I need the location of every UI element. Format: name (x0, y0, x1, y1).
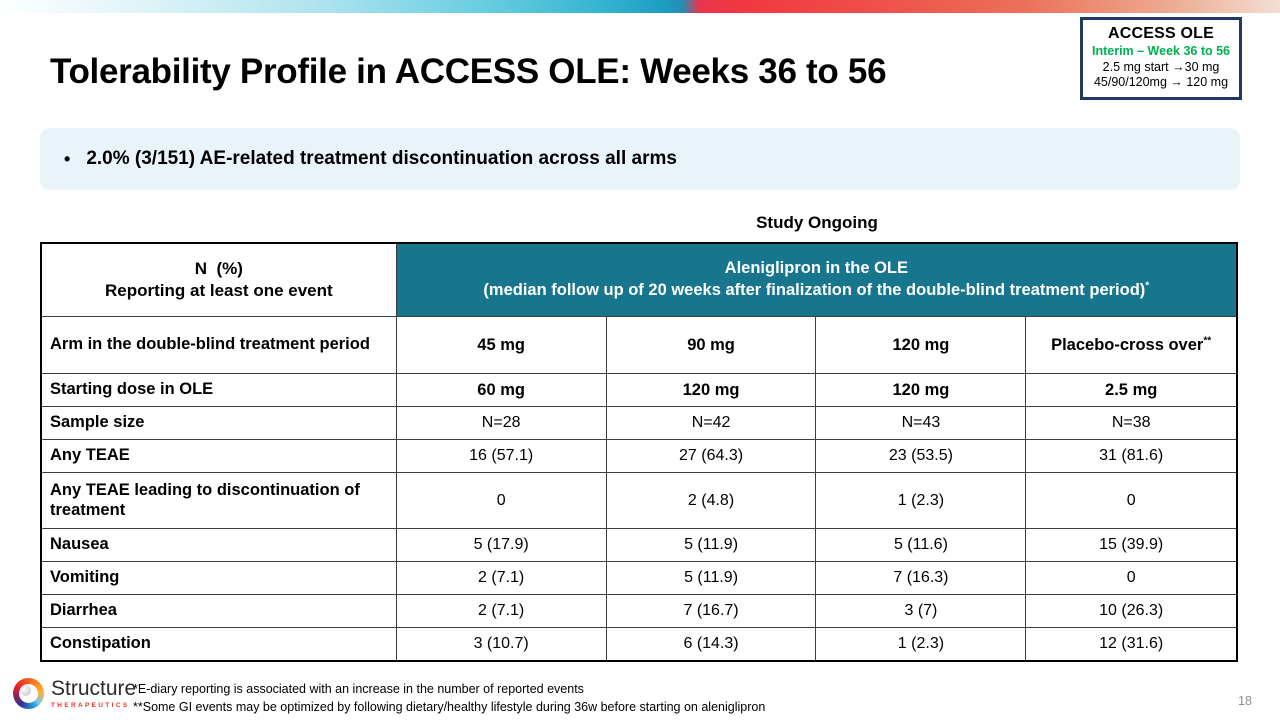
table-cell: 3 (10.7) (395, 627, 607, 661)
table-cell: 10 (26.3) (1025, 594, 1238, 628)
study-ongoing-label: Study Ongoing (756, 213, 878, 232)
table-cell: 0 (1025, 561, 1238, 595)
table-header-row: N (%) Reporting at least one event Aleni… (40, 242, 1238, 317)
badge-dose-line-1: 2.5 mg start →30 mg (1102, 59, 1220, 74)
row-label: Arm in the double-blind treatment period (40, 316, 397, 374)
badge-dose-line-2: 45/90/120mg → 120 mg (1093, 75, 1229, 90)
table-row: Sample size N=28 N=42 N=43 N=38 (40, 406, 1238, 440)
table-body: Arm in the double-blind treatment period… (40, 316, 1238, 661)
table-row: Starting dose in OLE 60 mg 120 mg 120 mg 2.5… (40, 373, 1238, 407)
badge-title: ACCESS OLE (1107, 25, 1214, 42)
table-cell: 0 (395, 472, 607, 529)
table-cell: 2 (7.1) (395, 594, 607, 628)
structure-therapeutics-logo: Structure THERAPEUTICS (13, 678, 136, 709)
table-cell: 45 mg (395, 316, 607, 374)
table-cell: 2 (4.8) (605, 472, 817, 529)
badge-subtitle: Interim – Week 36 to 56 (1091, 44, 1231, 58)
header-drug-name: Aleniglipron in the OLE (724, 259, 909, 278)
row-label: Diarrhea (40, 594, 397, 628)
table-cell: 23 (53.5) (815, 439, 1027, 473)
callout-text: 2.0% (3/151) AE-related treatment discon… (86, 148, 677, 169)
logo-company-sub: THERAPEUTICS (51, 701, 130, 709)
row-label: Any TEAE leading to discontinuation of t… (40, 472, 397, 529)
footnote-1: *E-diary reporting is associated with an… (133, 682, 584, 696)
table-cell: 60 mg (395, 373, 607, 407)
header-n-pct: N (%) (194, 258, 243, 278)
table-row: Nausea 5 (17.9) 5 (11.9) 5 (11.6) 15 (39.9) (40, 528, 1238, 562)
table-cell: 15 (39.9) (1025, 528, 1238, 562)
table-cell: 120 mg (605, 373, 817, 407)
footnote-marker: * (1145, 280, 1150, 292)
row-label: Constipation (40, 627, 397, 661)
key-point-callout: • 2.0% (3/151) AE-related treatment disc… (40, 128, 1240, 190)
table-cell: 12 (31.6) (1025, 627, 1238, 661)
page-number: 18 (1238, 694, 1252, 708)
footnotes: *E-diary reporting is associated with an… (133, 681, 765, 716)
table-cell: 6 (14.3) (605, 627, 817, 661)
table-cell: 31 (81.6) (1025, 439, 1238, 473)
table-row: Any TEAE 16 (57.1) 27 (64.3) 23 (53.5) 31 (8… (40, 439, 1238, 473)
table-cell: N=28 (395, 406, 607, 440)
table-cell: 7 (16.3) (815, 561, 1027, 595)
row-label: Nausea (40, 528, 397, 562)
header-reporting-label: Reporting at least one event (105, 281, 333, 300)
footnote-2: **Some GI events may be optimized by fol… (133, 699, 766, 714)
table-cell: 0 (1025, 472, 1238, 529)
gradient-ribbon (0, 0, 1280, 13)
table-cell: 90 mg (605, 316, 817, 374)
table-cell: 7 (16.7) (605, 594, 817, 628)
table-cell: 1 (2.3) (815, 627, 1027, 661)
table-cell: 120 mg (815, 373, 1027, 407)
structure-logo-icon (13, 678, 44, 709)
table-cell: 3 (7) (815, 594, 1027, 628)
logo-text: Structure THERAPEUTICS (51, 678, 136, 709)
table-cell: 2 (7.1) (395, 561, 607, 595)
tolerability-table: N (%) Reporting at least one event Aleni… (40, 242, 1238, 662)
header-followup-note: (median follow up of 20 weeks after fina… (483, 280, 1150, 299)
table-cell: N=42 (605, 406, 817, 440)
row-label: Any TEAE (40, 439, 397, 473)
table-cell: N=43 (815, 406, 1027, 440)
table-row: Vomiting 2 (7.1) 5 (11.9) 7 (16.3) 0 (40, 561, 1238, 595)
table-cell: N=38 (1025, 406, 1238, 440)
header-aleniglipron-cell: Aleniglipron in the OLE (median follow u… (395, 242, 1238, 317)
row-label: Sample size (40, 406, 397, 440)
table-row: Any TEAE leading to discontinuation of t… (40, 472, 1238, 529)
table-cell: Placebo-cross over** (1025, 316, 1238, 374)
bullet-icon: • (64, 148, 71, 169)
table-cell: 1 (2.3) (815, 472, 1027, 529)
logo-inner-dot (20, 685, 31, 696)
table-cell: 16 (57.1) (395, 439, 607, 473)
table-cell: 27 (64.3) (605, 439, 817, 473)
table-cell: 5 (11.9) (605, 561, 817, 595)
access-ole-badge: ACCESS OLE Interim – Week 36 to 56 2.5 m… (1080, 17, 1242, 100)
table-cell: 2.5 mg (1025, 373, 1238, 407)
slide-title: Tolerability Profile in ACCESS OLE: Week… (50, 52, 887, 91)
table-cell: 5 (11.9) (605, 528, 817, 562)
table-row: Diarrhea 2 (7.1) 7 (16.7) 3 (7) 10 (26.3) (40, 594, 1238, 628)
row-label: Starting dose in OLE (40, 373, 397, 407)
header-reporting-cell: N (%) Reporting at least one event (40, 242, 397, 317)
tolerability-table-wrap: N (%) Reporting at least one event Aleni… (40, 242, 1238, 662)
table-cell: 5 (17.9) (395, 528, 607, 562)
table-cell: 5 (11.6) (815, 528, 1027, 562)
footnote-marker: ** (1203, 335, 1212, 346)
table-row: Constipation 3 (10.7) 6 (14.3) 1 (2.3) 12 (3… (40, 627, 1238, 661)
logo-company-name: Structure (51, 677, 137, 701)
table-row: Arm in the double-blind treatment period… (40, 316, 1238, 374)
table-cell: 120 mg (815, 316, 1027, 374)
row-label: Vomiting (40, 561, 397, 595)
